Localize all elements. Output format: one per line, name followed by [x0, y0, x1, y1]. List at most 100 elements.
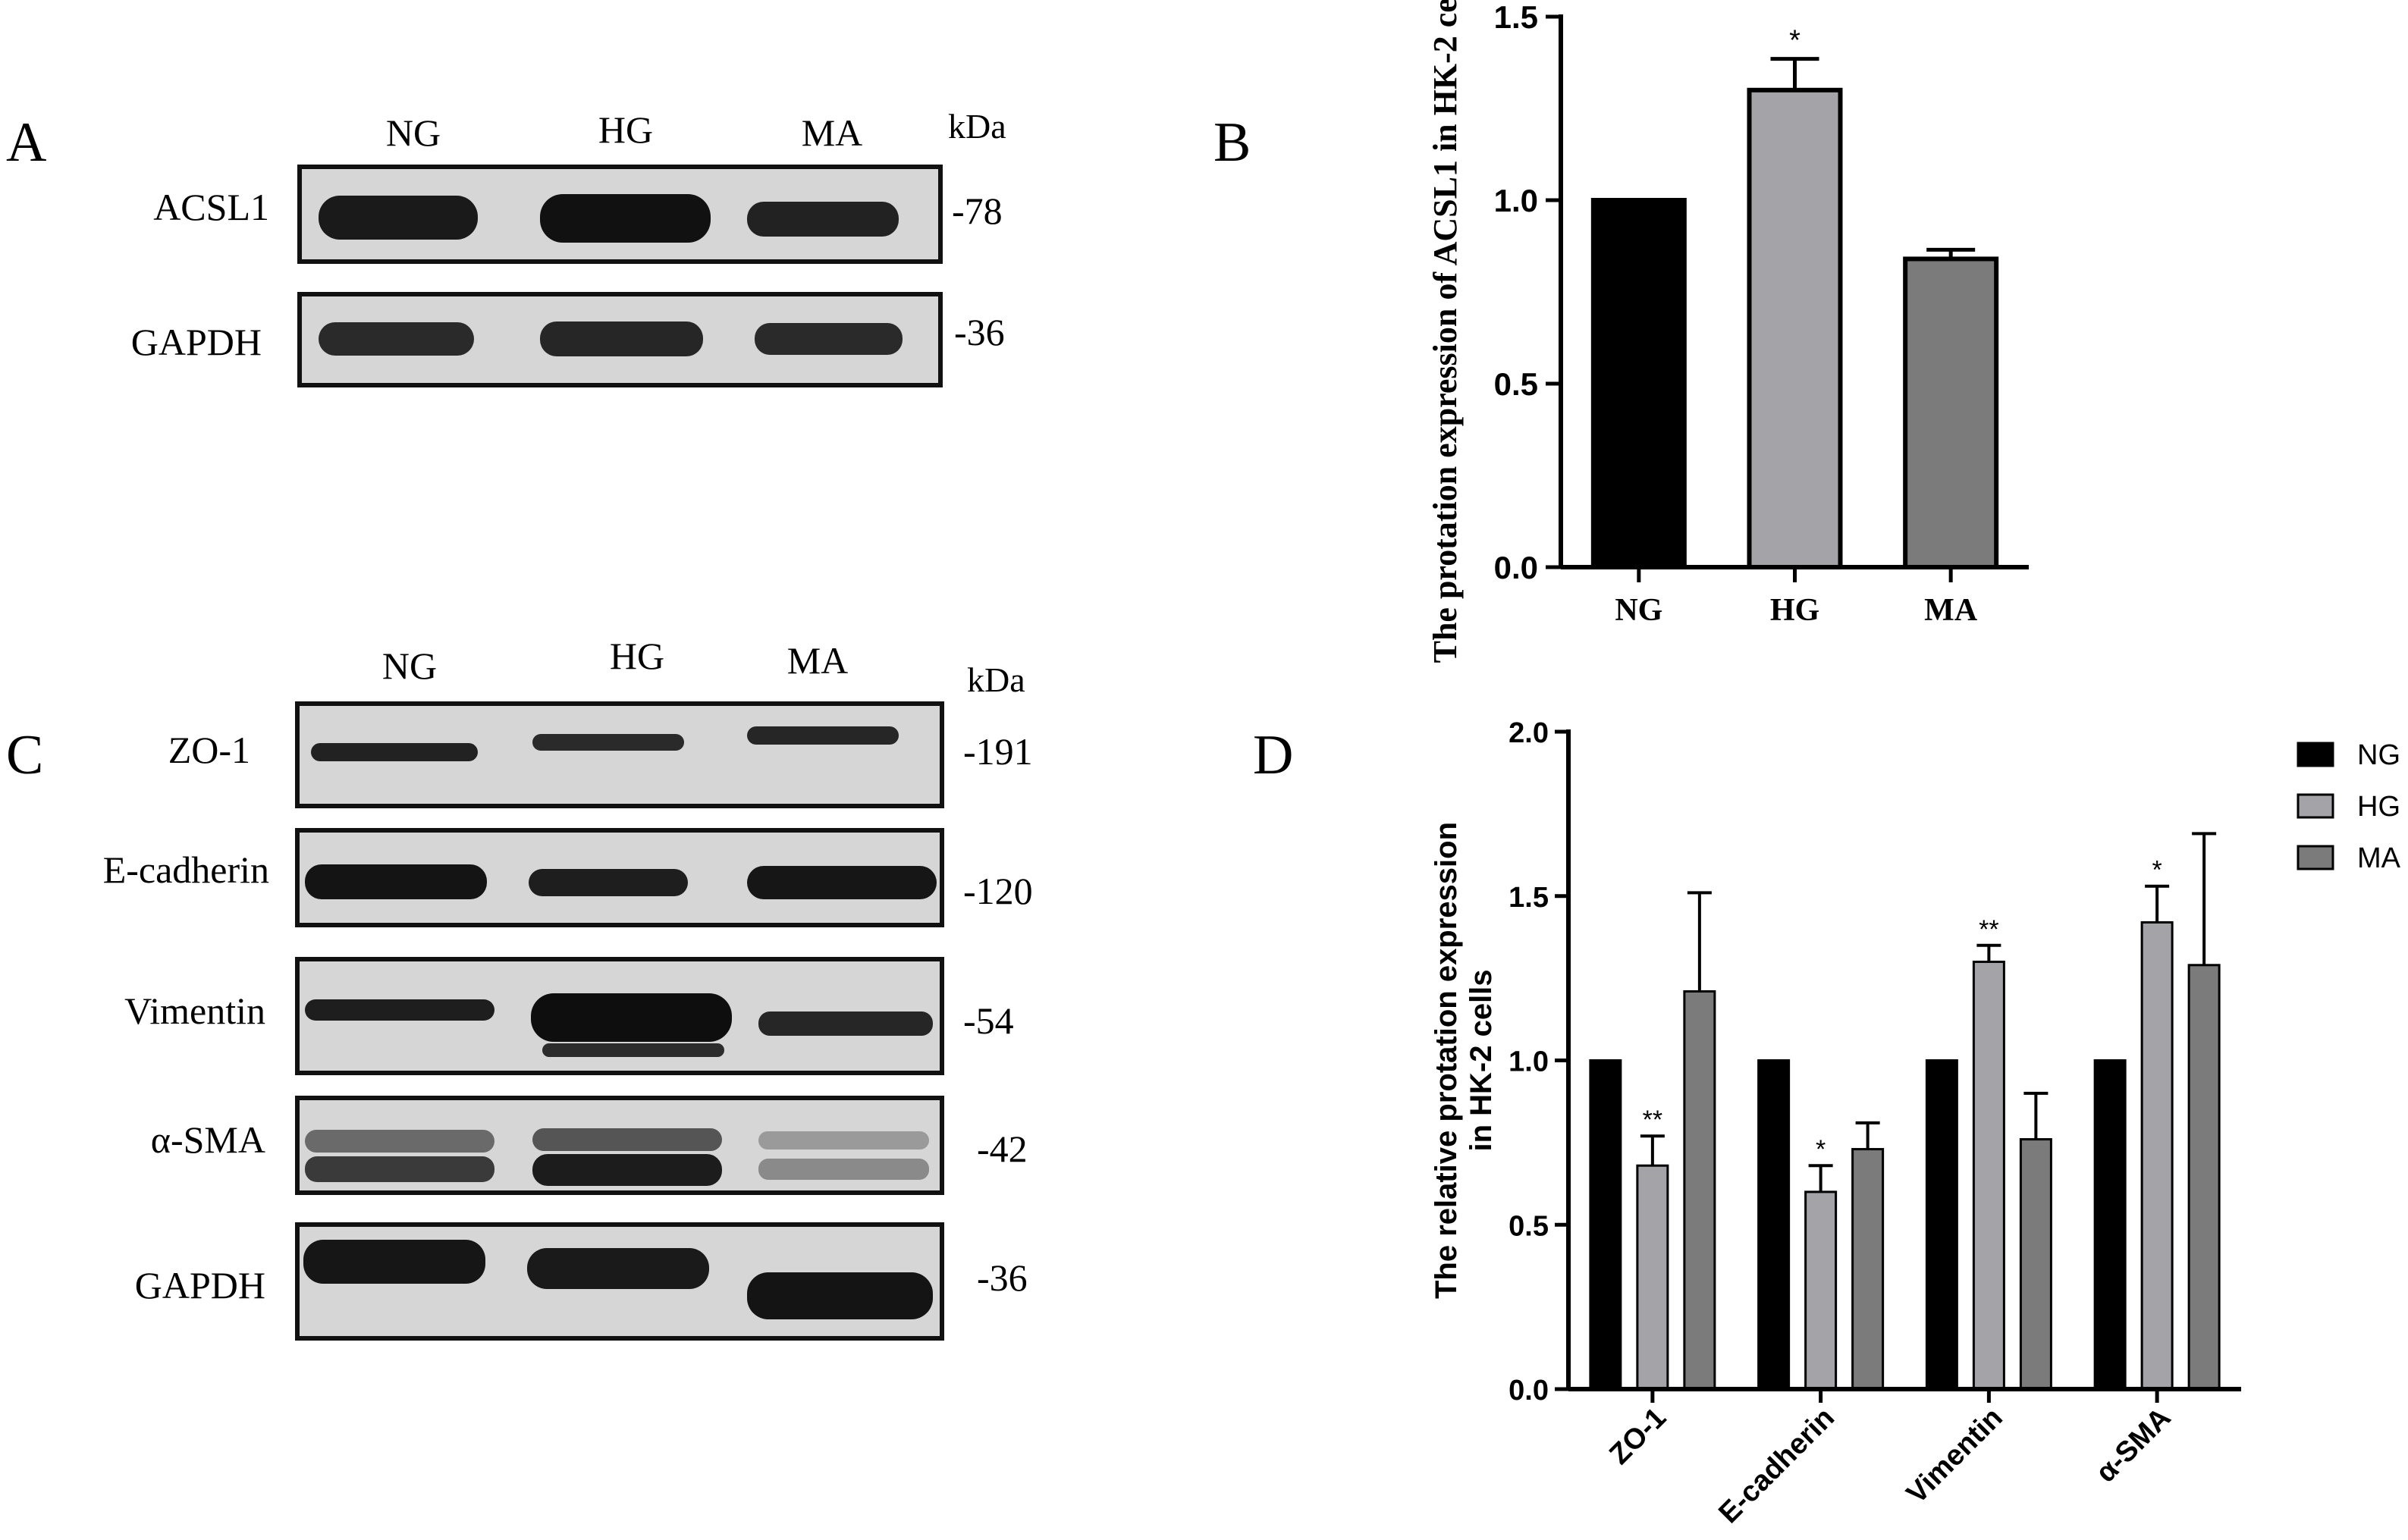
y-tick-label: 1.5 — [1494, 0, 1538, 35]
panel-letter-c: C — [6, 724, 43, 786]
blot-a-band — [319, 322, 474, 356]
blot-c-row-gapdh — [295, 1222, 944, 1341]
blot-c-label-ecadherin: E-cadherin — [103, 848, 269, 891]
bar-ng — [1925, 1059, 1958, 1391]
blot-a-band — [540, 321, 703, 356]
blot-a-band — [747, 202, 899, 237]
x-tick-label: HG — [1770, 593, 1819, 628]
legend-label-hg: HG — [2357, 791, 2400, 823]
legend-swatch-ma — [2297, 845, 2334, 870]
blot-c-band — [305, 1156, 494, 1182]
blot-a-marker-gapdh: -36 — [954, 311, 1005, 353]
blot-c-marker-vimentin: -54 — [963, 999, 1014, 1042]
blot-c-band — [531, 993, 732, 1042]
bar-hg — [1747, 87, 1843, 570]
blot-a-band — [755, 323, 903, 355]
significance-mark: * — [2152, 856, 2162, 885]
blot-a-row-acsl1 — [297, 165, 943, 264]
panel-letter-b: B — [1213, 111, 1251, 174]
bar-ma — [1683, 990, 1716, 1391]
x-tick-label: E-cadherin — [1713, 1402, 1841, 1530]
y-tick-label: 1.0 — [1494, 183, 1538, 218]
blot-c-band — [532, 734, 684, 751]
blot-c-lane-ma: MA — [787, 639, 849, 682]
y-axis-title: The protation expression of ACSL1 in HK-… — [1427, 0, 1464, 663]
blot-c-band — [758, 1131, 929, 1150]
blot-a-unit: kDa — [948, 107, 1006, 146]
blot-c-marker-gapdh: -36 — [977, 1256, 1028, 1299]
blot-c-band — [303, 1240, 485, 1284]
x-tick-label: NG — [1615, 593, 1662, 628]
blot-a-row-gapdh — [297, 292, 943, 387]
blot-c-band — [529, 869, 688, 896]
blot-c-lane-ng: NG — [382, 645, 437, 687]
y-tick-label: 2.0 — [1509, 717, 1549, 749]
blot-c-band — [747, 726, 899, 745]
bar-ma — [2187, 964, 2221, 1391]
bar-hg — [1636, 1164, 1669, 1391]
blot-c-band — [542, 1043, 724, 1057]
blot-c-band — [305, 1130, 494, 1153]
blot-c-label-gapdh: GAPDH — [135, 1264, 265, 1306]
significance-mark: * — [1789, 25, 1801, 57]
blot-c-band — [758, 1012, 933, 1036]
y-tick-label: 0.5 — [1494, 366, 1538, 402]
blot-c-marker-zo1: -191 — [963, 730, 1033, 773]
blot-a-marker-acsl1: -78 — [952, 190, 1003, 232]
y-tick-label: 0.0 — [1509, 1375, 1549, 1407]
blot-c-label-asma: α-SMA — [151, 1118, 265, 1161]
bar-ng — [1589, 1059, 1622, 1391]
y-tick-label: 0.5 — [1509, 1210, 1549, 1242]
bar-ng — [1590, 198, 1687, 569]
significance-mark: ** — [1643, 1106, 1662, 1134]
blot-c-marker-ecadherin: -120 — [963, 870, 1033, 912]
blot-c-marker-asma: -42 — [977, 1128, 1028, 1170]
y-tick-label: 0.0 — [1494, 550, 1538, 585]
legend-swatch-ng — [2297, 742, 2334, 767]
x-tick-label: α-SMA — [2090, 1402, 2177, 1489]
blot-a-label-gapdh: GAPDH — [131, 321, 262, 363]
blot-c-band — [311, 743, 478, 761]
legend-label-ma: MA — [2357, 842, 2401, 874]
blot-c-unit: kDa — [967, 660, 1025, 699]
bar-ng — [2093, 1059, 2127, 1391]
blot-a-lane-hg: HG — [598, 108, 653, 151]
bar-hg — [2140, 921, 2174, 1391]
y-tick-label: 1.0 — [1509, 1046, 1549, 1078]
bar-ng — [1757, 1059, 1791, 1391]
blot-c-row-asma — [295, 1096, 944, 1195]
blot-c-row-ecadherin — [295, 828, 944, 927]
blot-c-band — [532, 1128, 722, 1151]
chart-b: 0.0 0.5 1.0 1.5 NG * HG MA The protation express… — [1427, 0, 2029, 663]
blot-c-label-zo1: ZO-1 — [168, 729, 250, 771]
blot-c-lane-hg: HG — [610, 635, 664, 677]
blot-a-lane-ng: NG — [386, 111, 441, 154]
panel-letter-d: D — [1253, 724, 1293, 786]
bar-ma — [1903, 256, 1999, 569]
legend-label-ng: NG — [2357, 739, 2400, 771]
blot-c-row-vimentin — [295, 957, 944, 1075]
significance-mark: * — [1816, 1135, 1826, 1164]
blot-c-band — [532, 1154, 722, 1186]
blot-a-band — [319, 196, 478, 240]
blot-c-band — [747, 1272, 933, 1319]
bar-hg — [1972, 960, 2005, 1391]
y-tick-label: 1.5 — [1509, 882, 1549, 914]
y-axis-title: The relative protation expressionin HK-2… — [1430, 822, 1498, 1299]
blot-c-row-zo1 — [295, 701, 944, 808]
panel-letter-a: A — [6, 111, 46, 174]
blot-c-band — [305, 999, 494, 1021]
blot-c-band — [527, 1248, 709, 1289]
significance-mark: ** — [1979, 915, 1998, 944]
blot-c-band — [305, 864, 487, 899]
blot-c-label-vimentin: Vimentin — [124, 990, 265, 1032]
blot-a-label-acsl1: ACSL1 — [153, 186, 269, 228]
x-tick-label: MA — [1924, 593, 1978, 628]
blot-a-lane-ma: MA — [802, 111, 863, 154]
bar-hg — [1804, 1190, 1838, 1391]
chart-d: 0.0 0.5 1.0 1.5 2.0 ** ZO-1 * E-cadherin ** Viment… — [1430, 717, 2401, 1529]
legend-swatch-hg — [2297, 793, 2334, 819]
bar-ma — [2019, 1138, 2052, 1391]
blot-c-band — [747, 866, 937, 899]
